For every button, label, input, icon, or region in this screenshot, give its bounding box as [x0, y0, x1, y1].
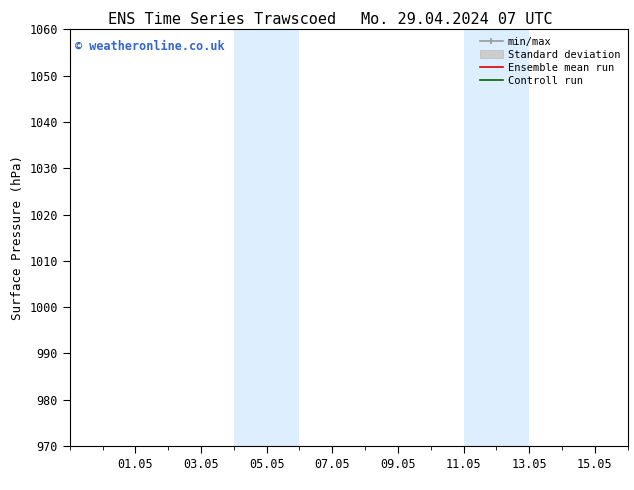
Text: Mo. 29.04.2024 07 UTC: Mo. 29.04.2024 07 UTC [361, 12, 552, 27]
Y-axis label: Surface Pressure (hPa): Surface Pressure (hPa) [11, 155, 24, 320]
Text: ENS Time Series Trawscoed: ENS Time Series Trawscoed [108, 12, 336, 27]
Bar [234, 29, 299, 446]
Bar [463, 29, 529, 446]
Text: © weatheronline.co.uk: © weatheronline.co.uk [75, 40, 225, 53]
Legend: min/max, Standard deviation, Ensemble mean run, Controll run: min/max, Standard deviation, Ensemble me… [476, 32, 624, 90]
